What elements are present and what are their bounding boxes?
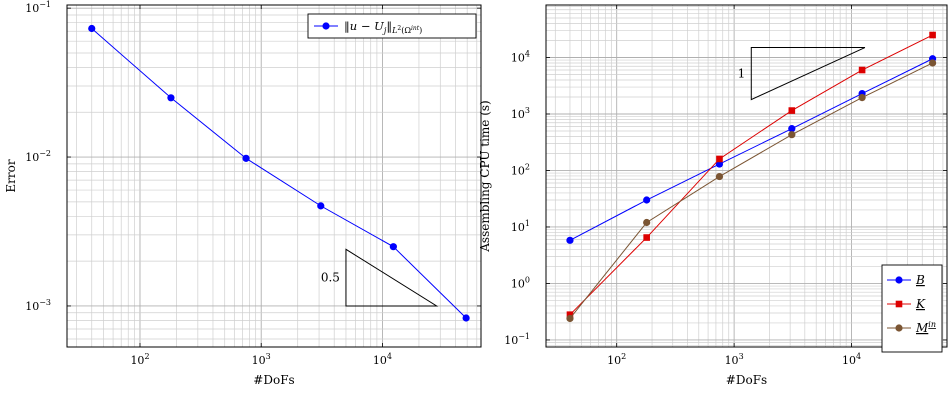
data-point: [716, 155, 723, 163]
legend-label: Min: [915, 320, 936, 335]
x-tick-label: 102: [607, 352, 626, 367]
data-point: [462, 314, 470, 322]
y-axis-label: Assembling CPU time (s): [478, 100, 492, 253]
y-tick-label: 10−1: [504, 332, 530, 347]
legend-marker: [895, 324, 903, 332]
legend-box: [881, 264, 943, 353]
y-tick-label: 10−1: [25, 0, 51, 15]
data-point: [858, 94, 866, 102]
data-point: [643, 218, 651, 227]
data-point: [242, 154, 250, 162]
x-tick-label: 103: [725, 352, 744, 367]
data-point: [929, 31, 936, 39]
data-point: [88, 24, 96, 33]
x-axis-label: #DoFs: [726, 373, 767, 387]
x-tick-label: 102: [130, 352, 149, 367]
data-point: [788, 131, 796, 139]
data-point: [566, 314, 574, 323]
y-tick-label: 101: [511, 219, 530, 234]
y-tick-label: 100: [511, 275, 530, 290]
data-point: [788, 125, 796, 133]
x-tick-label: 104: [842, 352, 861, 367]
x-axis-label: #DoFs: [253, 373, 294, 387]
data-point: [389, 243, 397, 251]
data-point: [566, 311, 574, 318]
x-tick-label: 103: [252, 352, 271, 367]
series-line: [569, 34, 933, 316]
legend-label: K: [915, 297, 926, 311]
legend-marker: [895, 276, 903, 284]
slope-label: 0.5: [321, 271, 340, 285]
series-line: [569, 62, 933, 319]
x-tick-label: 104: [373, 352, 392, 367]
y-tick-label: 103: [511, 106, 530, 121]
series-group: [88, 24, 470, 322]
data-point: [317, 202, 325, 210]
y-tick-label: 104: [511, 50, 530, 65]
grid: [546, 5, 947, 347]
y-tick-label: 102: [511, 162, 530, 177]
plot-frame: [545, 4, 948, 348]
legend-marker: [322, 22, 330, 30]
data-point: [928, 59, 937, 67]
slope-triangle: [345, 248, 439, 307]
slope-triangle: [750, 47, 866, 101]
y-axis-label: Error: [4, 159, 18, 192]
data-point: [643, 196, 651, 204]
plot-frame: [66, 4, 482, 348]
cpu-time-chart: 1 102 103 104 10−1 100 101 102 103 104 #DoFs Assemb…: [478, 4, 948, 387]
data-point: [566, 236, 574, 244]
y-tick-label: 10−3: [25, 298, 51, 313]
data-point: [788, 107, 796, 114]
data-point: [858, 66, 866, 74]
slope-label: 1: [738, 67, 746, 81]
legend-label: B: [915, 273, 925, 287]
series-line: [91, 28, 467, 319]
data-point: [167, 94, 175, 102]
legend-label: ‖u − Uj‖L2(Ωint): [344, 19, 422, 35]
error-chart: 0.5 102 103 104 10−3 10−2 10−1 #DoFs Error ‖u − U…: [4, 0, 482, 387]
grid: [67, 5, 481, 347]
legend-marker: [895, 300, 903, 308]
series-line: [569, 58, 933, 241]
y-tick-label: 10−2: [25, 149, 51, 164]
series-group: [566, 31, 937, 323]
data-point: [715, 172, 724, 181]
data-point: [643, 234, 650, 241]
